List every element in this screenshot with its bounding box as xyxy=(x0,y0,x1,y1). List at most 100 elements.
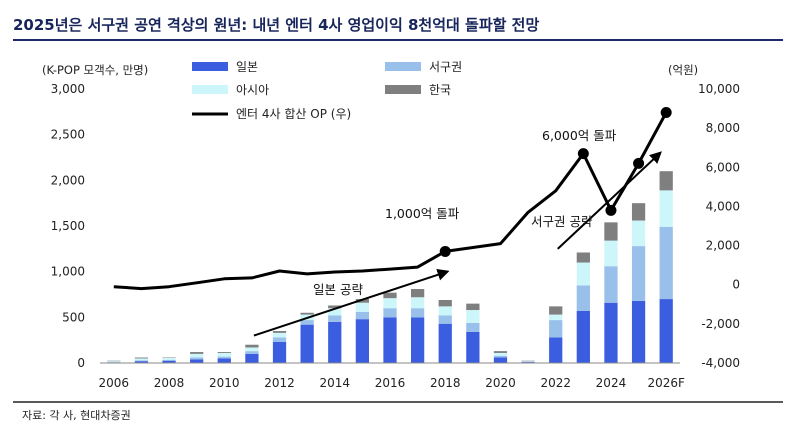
bar-segment xyxy=(245,353,259,363)
right-tick-label: 6,000 xyxy=(706,160,740,174)
bar-segment xyxy=(355,299,370,303)
chart-title: 2025년은 서구권 공연 격상의 원년: 내년 엔터 4사 영업이익 8천억대… xyxy=(13,16,539,34)
x-tick-label: 2014 xyxy=(319,376,350,390)
japan-trend-arrow xyxy=(253,268,450,337)
bar-segment xyxy=(438,299,452,307)
annotation-label: 서구권 공략 xyxy=(531,214,593,229)
bar-segment xyxy=(493,352,508,356)
bar-segment xyxy=(272,332,287,338)
bar-segment xyxy=(604,240,618,267)
x-tick-label: 2016 xyxy=(375,376,406,390)
bar-segment xyxy=(576,262,590,286)
bar-segment xyxy=(410,308,425,318)
bar-segment xyxy=(217,356,231,359)
bar-segment xyxy=(631,246,646,301)
bar-segment xyxy=(576,310,590,363)
bar-segment xyxy=(355,319,370,363)
annotation-label: 6,000억 돌파 xyxy=(542,128,617,143)
left-tick-label: 0 xyxy=(77,356,85,370)
left-axis: 0 500 1,000 1,500 2,000 2,500 3,000 xyxy=(51,82,85,370)
legend-label: 일본 xyxy=(236,60,258,74)
op-point-marker xyxy=(633,157,645,169)
bar-segment xyxy=(245,347,259,352)
western-trend-arrow xyxy=(557,151,662,250)
bar-segment xyxy=(438,315,452,324)
left-tick-label: 2,000 xyxy=(51,173,85,187)
bar-segment xyxy=(493,357,508,363)
left-tick-label: 3,000 xyxy=(51,82,85,96)
right-axis-unit: (억원) xyxy=(668,63,698,77)
bar-segment xyxy=(272,331,287,333)
x-axis-ticks: 2006 2008 2010 2012 2014 2016 2018 2020 2022 2024… xyxy=(99,376,685,390)
right-tick-label: 8,000 xyxy=(706,121,740,135)
x-tick-label: 2006 xyxy=(99,376,130,390)
x-tick-label: 2018 xyxy=(430,376,461,390)
bar-segment xyxy=(466,310,480,323)
right-tick-label: -2,000 xyxy=(701,317,740,331)
source-note: 자료: 각 사, 현대차증권 xyxy=(22,409,131,422)
bar-segment xyxy=(659,190,673,227)
bar-segment xyxy=(217,352,231,357)
bar-segment xyxy=(134,361,149,363)
right-axis: -4,000 -2,000 0 2,000 4,000 6,000 8,000 10,000 xyxy=(698,82,740,370)
bar-segment xyxy=(631,203,646,221)
bar-segment xyxy=(659,299,673,363)
bar-segment xyxy=(107,361,121,363)
bar-segment xyxy=(272,337,287,342)
x-tick-label: 2022 xyxy=(540,376,571,390)
bar-segment xyxy=(466,331,480,363)
x-tick-label: 2024 xyxy=(596,376,627,390)
legend-swatch xyxy=(385,62,421,71)
bar-segment xyxy=(604,266,618,303)
bar-segment xyxy=(438,323,452,363)
bar-segment xyxy=(549,314,563,321)
annotation-label: 1,000억 돌파 xyxy=(385,206,460,221)
bar-segment xyxy=(162,360,176,363)
op-point-marker xyxy=(605,204,617,216)
bar-segment xyxy=(383,292,397,299)
bar-segment xyxy=(134,360,149,362)
bar-segment xyxy=(576,285,590,311)
right-tick-label: 10,000 xyxy=(698,82,740,96)
bar-segment xyxy=(162,359,176,361)
legend-swatch xyxy=(192,85,228,94)
left-tick-label: 1,000 xyxy=(51,265,85,279)
bar-segment xyxy=(134,358,149,361)
bar-series xyxy=(107,171,673,363)
op-line-series xyxy=(113,106,672,291)
legend-swatch xyxy=(192,62,228,71)
bar-segment xyxy=(659,171,673,191)
bar-segment xyxy=(190,359,204,363)
bar-segment xyxy=(631,220,646,247)
bar-segment xyxy=(190,352,204,354)
right-tick-label: 2,000 xyxy=(706,239,740,253)
bar-segment xyxy=(328,308,342,316)
bar-segment xyxy=(466,303,480,311)
bar-segment xyxy=(438,306,452,316)
right-tick-label: 4,000 xyxy=(706,199,740,213)
bar-segment xyxy=(217,352,231,353)
left-tick-label: 1,500 xyxy=(51,219,85,233)
bar-segment xyxy=(300,320,314,325)
x-tick-label: 2026F xyxy=(647,376,685,390)
bar-segment xyxy=(604,302,618,363)
bar-segment xyxy=(355,311,370,320)
left-axis-unit: (K-POP 모객수, 만명) xyxy=(42,63,148,77)
bar-segment xyxy=(383,308,397,318)
bar-segment xyxy=(549,337,563,363)
bar-segment xyxy=(383,317,397,363)
op-point-marker xyxy=(439,245,451,257)
bar-segment xyxy=(300,324,314,363)
legend-label: 한국 xyxy=(429,83,451,97)
legend-swatch xyxy=(385,85,421,94)
op-line xyxy=(113,111,668,291)
op-point-marker xyxy=(577,148,589,160)
bar-segment xyxy=(190,353,204,358)
bar-segment xyxy=(410,289,425,298)
right-tick-label: -4,000 xyxy=(701,356,740,370)
legend-label: 아시아 xyxy=(236,83,269,97)
